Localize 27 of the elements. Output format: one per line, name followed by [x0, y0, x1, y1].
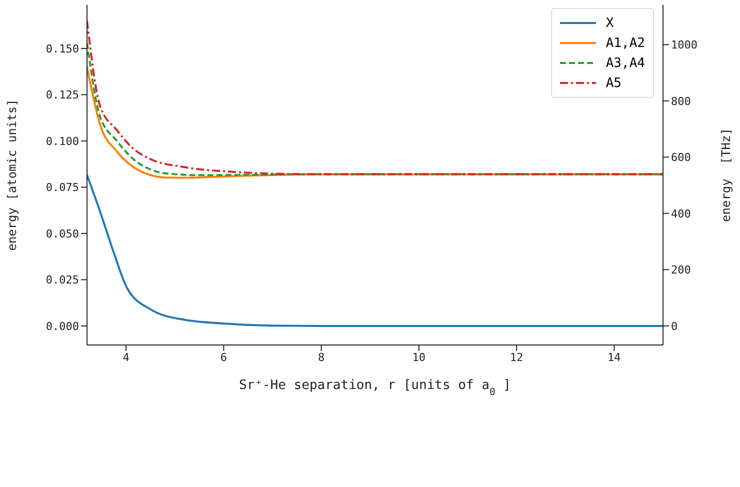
- x-tick-label: 4: [122, 350, 130, 364]
- y-tick-label: 0.150: [46, 42, 79, 56]
- x-tick-label: 12: [510, 350, 524, 364]
- x-tick-label: 6: [220, 350, 227, 364]
- y2-tick-label: 400: [671, 207, 691, 220]
- y2-tick-label: 0: [671, 320, 678, 333]
- x-tick-label: 10: [412, 350, 426, 364]
- legend-label: X: [606, 16, 614, 30]
- legend-label: A3,A4: [606, 56, 645, 70]
- y2-tick-label: 600: [671, 151, 691, 164]
- y-tick-label: 0.100: [46, 134, 79, 148]
- line-series: [87, 174, 663, 327]
- y-tick-label: 0.075: [46, 181, 79, 194]
- y-tick-label: 0.000: [46, 320, 79, 333]
- y-axis-title: energy [atomic units]: [5, 99, 19, 251]
- x-tick-label: 8: [318, 350, 325, 364]
- x-tick-label: 14: [608, 350, 622, 364]
- legend-label: A5: [606, 76, 622, 90]
- x-axis-title: Sr⁺-He separation, r [units of a$_{0}$]: [239, 378, 511, 398]
- y-tick-label: 0.050: [46, 227, 79, 240]
- y-tick-label: 0.025: [46, 274, 79, 287]
- y-tick-label: 0.125: [46, 88, 79, 102]
- y2-axis-title: energy [THz]: [719, 128, 733, 222]
- y2-tick-label: 200: [671, 264, 691, 277]
- y2-tick-label: 800: [671, 94, 691, 108]
- legend-label: A1,A2: [606, 36, 645, 50]
- y2-tick-label: 1000: [671, 38, 698, 52]
